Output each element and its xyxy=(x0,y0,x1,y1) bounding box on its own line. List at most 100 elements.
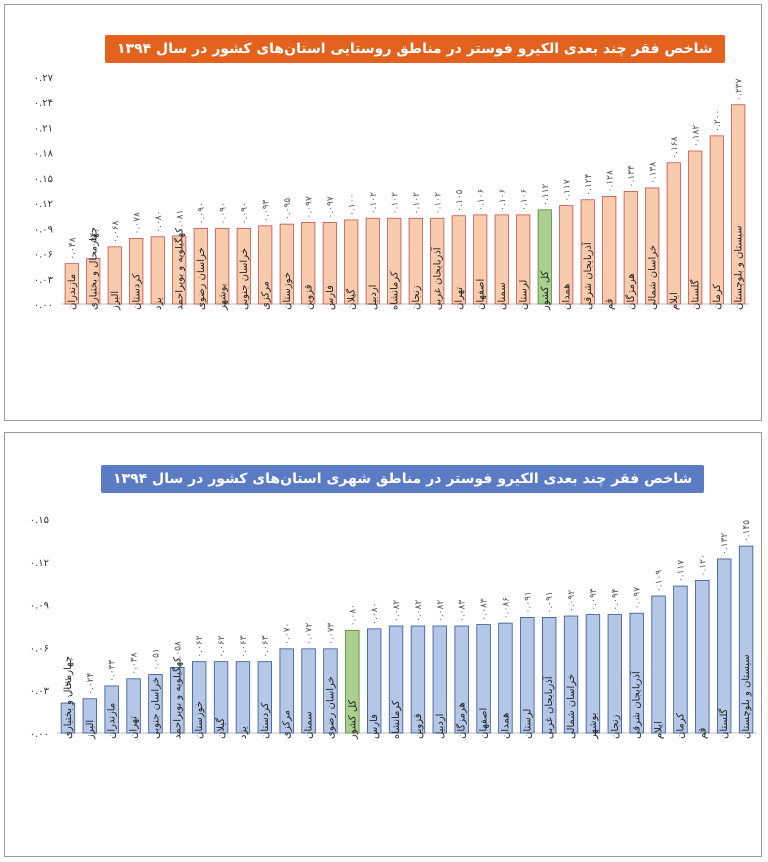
bar xyxy=(301,222,316,305)
bar xyxy=(473,214,488,305)
category-label: کرمانشاه xyxy=(389,271,400,310)
data-label: ۰.۱۲۴ xyxy=(584,173,594,195)
data-label: ۰.۰۷۲ xyxy=(305,622,315,644)
data-label: ۰.۰۳۸ xyxy=(130,652,140,674)
bar xyxy=(64,263,79,305)
bar xyxy=(345,629,360,734)
data-label: ۰.۱۲۸ xyxy=(605,170,615,192)
bar xyxy=(494,214,509,305)
y-tick-label: ۰.۰۹ xyxy=(34,224,53,235)
category-label: اردبیل xyxy=(435,714,446,739)
category-label: سیستان و بلوچستان xyxy=(733,225,744,310)
data-label: ۰.۱۳۲ xyxy=(720,533,730,555)
bar xyxy=(516,214,531,305)
category-label: خراسان جنوبی xyxy=(150,677,161,739)
rural-bar-chart: ۰.۰۰ ۰.۰۳ ۰.۰۶ ۰.۰۹ ۰.۱۲ ۰.۱۵ ۰.۱۸ ۰.۲۱ ۰.۲۴ ۰.۲۷… xyxy=(34,73,749,311)
data-label: ۰.۱۰۲ xyxy=(433,192,443,214)
category-label: بوشهر xyxy=(217,284,228,311)
data-label: ۰.۱۴۵ xyxy=(742,520,752,542)
category-label: سمنان xyxy=(497,282,508,310)
data-label: ۰.۰۷۸ xyxy=(132,212,142,234)
bar xyxy=(150,236,165,305)
y-tick-label: ۰.۲۷ xyxy=(34,73,54,84)
category-label: همدان xyxy=(500,713,511,739)
category-label: اردبیل xyxy=(368,285,379,310)
bar xyxy=(542,617,557,734)
y-tick-label: ۰.۰۶ xyxy=(34,250,53,261)
bar xyxy=(651,595,666,734)
category-label: تهران xyxy=(129,716,140,739)
rural-chart-panel: شاخص فقر چند بعدی الکیرو فوستر در مناطق … xyxy=(4,4,762,421)
data-label: ۰.۰۶۲ xyxy=(217,635,227,657)
data-label: ۰.۰۷۰ xyxy=(283,623,293,645)
bar xyxy=(623,190,638,305)
category-label: خراسان جنوبی xyxy=(239,248,250,310)
data-label: ۰.۰۵۴ xyxy=(89,232,99,254)
data-label: ۰.۰۹۲ xyxy=(567,590,577,612)
bar xyxy=(258,225,273,305)
data-label: ۰.۱۰۶ xyxy=(519,189,529,211)
data-label: ۰.۰۹۰ xyxy=(197,202,207,224)
category-label: اصفهان xyxy=(479,708,490,739)
bar xyxy=(129,238,144,305)
category-label: آذربایجان غربی xyxy=(430,246,443,310)
data-label: ۰.۱۰۵ xyxy=(455,189,465,211)
category-label: خراسان شمالی xyxy=(566,674,577,739)
category-label: یزد xyxy=(238,726,249,739)
bar xyxy=(126,678,141,734)
category-label: مرکزی xyxy=(282,710,293,739)
data-label: ۰.۱۱۷ xyxy=(676,560,686,582)
data-label: ۰.۰۸۶ xyxy=(501,597,511,619)
category-label: گلستان xyxy=(718,708,730,739)
category-label: ایلام xyxy=(669,292,680,310)
data-label: ۰.۰۸۰ xyxy=(370,603,380,625)
bar xyxy=(688,150,703,305)
y-tick-label: ۰.۰۶ xyxy=(30,643,49,654)
category-label: خراسان رضوی xyxy=(196,247,207,310)
data-label: ۰.۲۰۰ xyxy=(713,110,723,132)
category-label: هرمزگان xyxy=(456,702,468,739)
data-label: ۰.۱۱۲ xyxy=(541,183,551,205)
bar xyxy=(170,666,185,734)
data-label: ۰.۰۹۳ xyxy=(261,199,271,221)
data-label: ۰.۱۰۶ xyxy=(476,189,486,211)
data-label: ۰.۰۵۸ xyxy=(173,641,183,663)
bar xyxy=(213,661,229,734)
bar xyxy=(717,558,732,734)
category-label: یزد xyxy=(153,297,164,310)
bar xyxy=(257,661,272,734)
category-label: کرمانشاه xyxy=(391,700,402,739)
y-tick-label: ۰.۰۹ xyxy=(30,601,49,612)
data-label: ۰.۰۸۲ xyxy=(392,600,402,622)
data-label: ۰.۱۳۸ xyxy=(648,162,658,184)
data-label: ۰.۰۹۵ xyxy=(283,198,293,220)
data-label: ۰.۱۳۴ xyxy=(627,165,637,187)
category-label: گلستان xyxy=(689,279,701,310)
bar xyxy=(60,702,76,734)
bar xyxy=(738,545,754,734)
y-tick-label: ۰.۱۵ xyxy=(30,515,49,526)
y-tick-label: ۰.۲۱ xyxy=(34,123,53,134)
bar xyxy=(367,628,382,734)
data-label: ۰.۱۰۲ xyxy=(390,192,400,214)
category-label: کل کشور xyxy=(347,700,358,740)
category-label: کل کشور xyxy=(540,271,551,311)
category-label: مرکزی xyxy=(260,281,271,310)
category-label: تهران xyxy=(454,287,465,310)
bar xyxy=(387,217,402,305)
data-label: ۰.۱۸۲ xyxy=(691,125,701,147)
bar xyxy=(559,205,574,305)
y-tick-label: ۰.۱۲ xyxy=(30,558,49,569)
category-label: خراسان شمالی xyxy=(647,245,658,310)
data-label: ۰.۰۸۳ xyxy=(458,600,468,622)
bar xyxy=(104,685,119,734)
data-label: ۰.۰۹۷ xyxy=(633,587,643,609)
category-label: البرز xyxy=(85,720,96,740)
category-label: هرمزگان xyxy=(625,273,637,310)
data-label: ۰.۰۸۲ xyxy=(414,600,424,622)
category-label: کردستان xyxy=(260,702,271,739)
category-label: فارس xyxy=(325,285,336,310)
bar xyxy=(215,227,230,305)
category-label: چهارمحال و بختیاری xyxy=(88,227,99,310)
bar xyxy=(498,622,513,734)
